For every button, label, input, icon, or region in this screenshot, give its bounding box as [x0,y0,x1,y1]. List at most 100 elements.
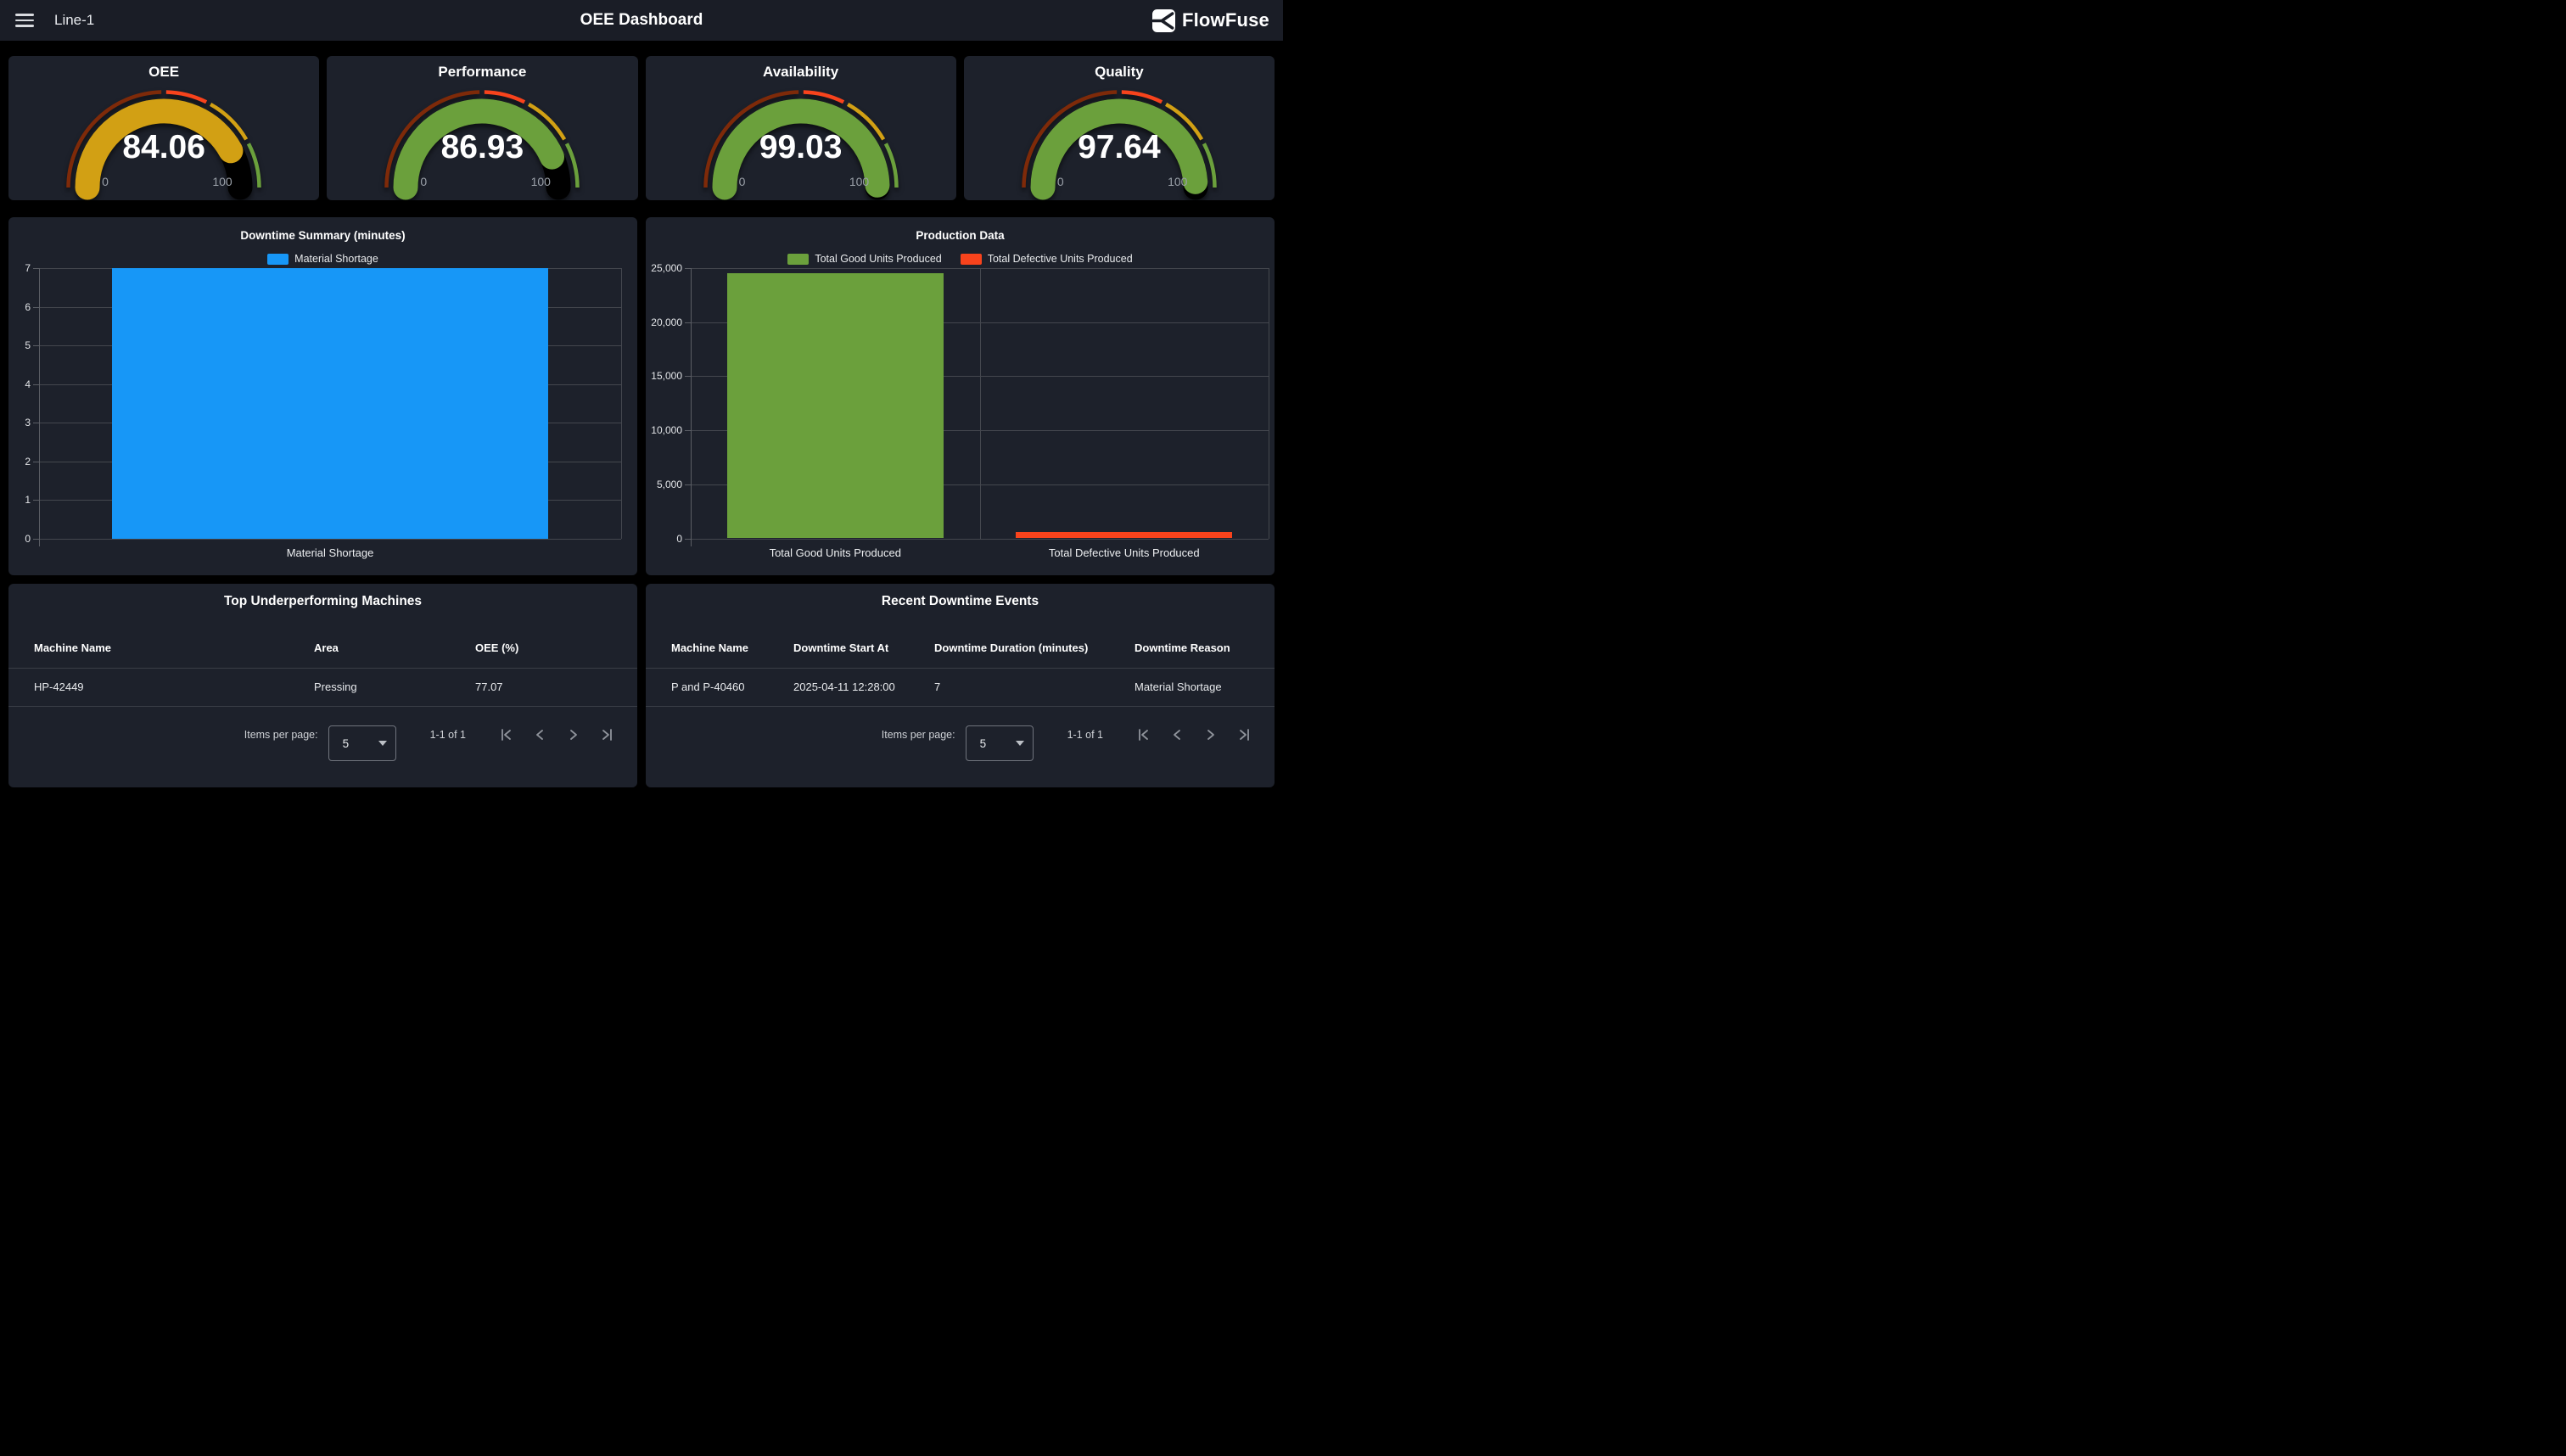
gauge-title: Quality [1095,64,1144,80]
y-axis-line [691,268,692,546]
chart-card-downtime-summary-minutes: Downtime Summary (minutes) Material Short… [8,217,637,575]
gridline-x [621,268,622,539]
row-divider [646,706,1275,707]
y-tick-label: 5,000 [656,478,682,490]
gauge-max-label: 100 [530,175,551,188]
legend-swatch [960,253,982,265]
table-title: Recent Downtime Events [881,594,1039,608]
legend-item-material-shortage[interactable]: Material Shortage [267,253,378,265]
axis-tick [33,345,39,346]
legend-item-total-defective-units-produced[interactable]: Total Defective Units Produced [960,253,1133,265]
page-range-label: 1-1 of 1 [1067,729,1103,741]
table-row-group: Top Underperforming Machines Machine Name… [8,584,1275,787]
legend-item-total-good-units-produced[interactable]: Total Good Units Produced [787,253,942,265]
axis-tick [33,538,39,540]
dropdown-caret-icon [1015,741,1024,746]
items-per-page-select[interactable]: 5 [965,725,1034,761]
table-card-recent-downtime-events: Recent Downtime Events Machine Name Downti… [646,584,1275,787]
y-tick-label: 3 [25,417,31,428]
y-tick-label: 6 [25,300,31,313]
chart-title: Production Data [916,229,1005,242]
axis-tick [33,268,39,269]
legend-swatch [267,253,289,265]
table-cell: HP-42449 [34,680,84,693]
axis-tick [685,538,691,540]
gridline-y [39,538,621,540]
table-cell: P and P-40460 [671,680,745,693]
y-tick-label: 4 [25,378,31,390]
items-per-page-label: Items per page: [244,729,318,741]
axis-tick [685,484,691,485]
axis-tick [33,500,39,501]
axis-tick [685,322,691,323]
first-page-icon[interactable] [1134,726,1151,743]
gauge-title: Availability [763,64,839,80]
bar-total-good-units-produced [726,273,944,539]
chevron-left-icon[interactable] [1168,726,1185,743]
axis-tick [685,430,691,432]
bar-material-shortage [111,268,549,539]
column-header-oee: OEE (%) [475,641,519,654]
gauge-title: OEE [148,64,180,80]
table-title: Top Underperforming Machines [223,594,423,608]
gauge-value: 99.03 [759,129,843,165]
column-header-machine-name: Machine Name [34,641,112,654]
first-page-icon[interactable] [496,726,513,743]
flowfuse-logo-icon [1151,8,1175,32]
chart-title: Downtime Summary (minutes) [240,229,406,242]
chart-card-production-data: Production Data Total Good Units Produced… [646,217,1275,575]
brand: FlowFuse [1151,8,1269,32]
chevron-left-icon[interactable] [530,726,547,743]
gauge-min-label: 0 [420,175,428,188]
column-header-machine-name: Machine Name [671,641,749,654]
y-tick-label: 0 [25,532,31,545]
legend-label: Material Shortage [294,253,378,265]
y-tick-label: 10,000 [651,424,682,437]
page-context-label: Line-1 [54,12,95,28]
gauge-row: OEE 84.06 0 100 Performance 86.93 0 100 Availabi… [8,56,1275,200]
gauge-card-performance: Performance 86.93 0 100 [327,56,638,200]
axis-tick [685,376,691,378]
chevron-right-icon[interactable] [564,726,581,743]
gridline-y [691,538,1269,540]
bar-total-defective-units-produced [1016,531,1233,539]
axis-tick [33,384,39,385]
gauge-card-availability: Availability 99.03 0 100 [645,56,956,200]
menu-icon[interactable] [15,14,34,27]
last-page-icon[interactable] [1235,726,1252,743]
chart-legend: Material Shortage [8,253,637,265]
y-tick-label: 7 [25,262,31,274]
gauge-card-oee: OEE 84.06 0 100 [8,56,320,200]
table-cell: 77.07 [475,680,503,693]
items-per-page-label: Items per page: [881,729,955,741]
gauge-arc [703,90,899,200]
gauge-arc [66,90,261,200]
chart-row: Downtime Summary (minutes) Material Short… [8,217,1275,575]
table-cell: 2025-04-11 12:28:00 [793,680,895,693]
gauge-max-label: 100 [849,175,870,188]
table-cell: Material Shortage [1135,680,1222,693]
brand-name: FlowFuse [1181,9,1269,31]
legend-swatch [787,253,810,265]
gauge-arc [384,90,580,200]
dashboard-content: OEE 84.06 0 100 Performance 86.93 0 100 Availabi… [0,41,1283,787]
chevron-right-icon[interactable] [1202,726,1219,743]
x-category-label: Total Good Units Produced [769,546,901,559]
legend-label: Total Defective Units Produced [987,253,1133,265]
y-tick-label: 2 [25,455,31,468]
y-axis-line [39,268,40,546]
last-page-icon[interactable] [598,726,615,743]
gridline-x [979,268,981,539]
gauge-max-label: 100 [212,175,233,188]
items-per-page-value: 5 [342,736,350,750]
table-cell: 7 [934,680,941,693]
gauge-value: 84.06 [122,129,205,165]
row-divider [646,668,1275,669]
gauge-arc [1022,90,1217,200]
items-per-page-select[interactable]: 5 [328,725,396,761]
y-tick-label: 25,000 [651,262,682,274]
topbar: Line-1 OEE Dashboard FlowFuse [0,0,1283,41]
chart-legend: Total Good Units Produced Total Defective… [646,253,1275,265]
pager-controls [496,726,615,743]
y-tick-label: 20,000 [651,316,682,328]
